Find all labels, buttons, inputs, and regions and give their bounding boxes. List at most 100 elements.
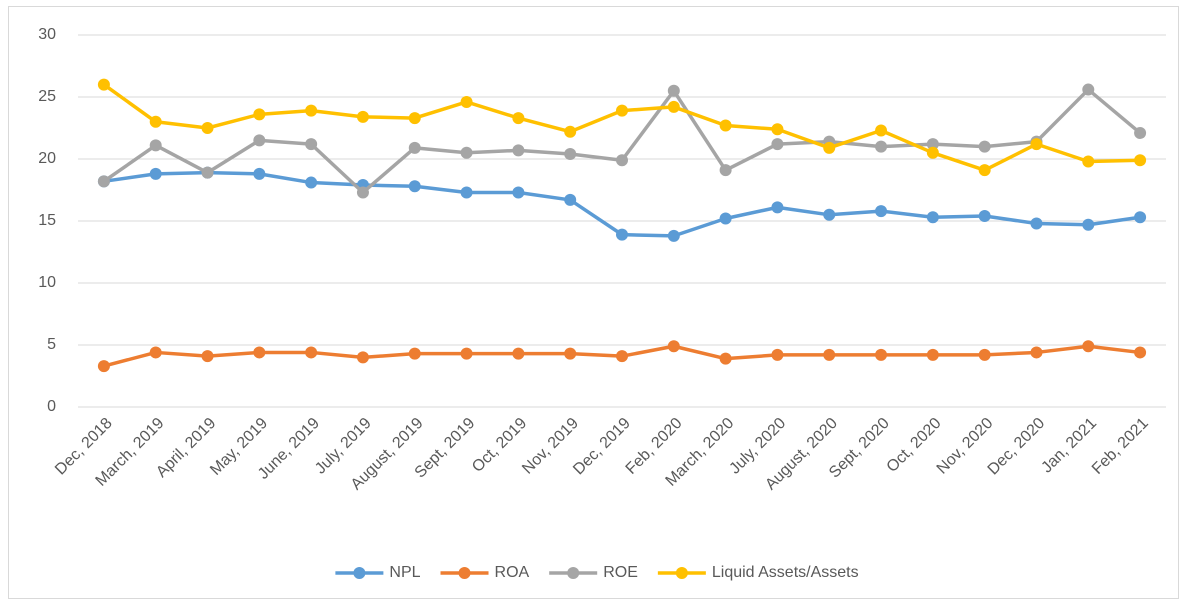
data-point	[512, 112, 525, 125]
data-point	[97, 78, 110, 91]
data-point	[201, 350, 214, 363]
data-point	[1030, 346, 1043, 359]
data-point	[719, 212, 732, 225]
series	[97, 78, 1147, 177]
data-point	[719, 164, 732, 177]
data-point	[875, 140, 888, 153]
data-point	[564, 125, 577, 138]
data-point	[926, 146, 939, 159]
data-point	[512, 347, 525, 360]
data-point	[667, 340, 680, 353]
y-tick-label: 20	[38, 150, 56, 167]
data-point	[253, 108, 266, 121]
data-point	[1082, 155, 1095, 168]
data-point	[875, 205, 888, 218]
legend-label: Liquid Assets/Assets	[712, 564, 859, 581]
y-tick-label: 10	[38, 274, 56, 291]
data-point	[1134, 126, 1147, 139]
data-point	[616, 154, 628, 167]
y-tick-label: 15	[38, 212, 56, 229]
data-point	[1082, 83, 1095, 96]
data-point	[564, 347, 577, 360]
data-point	[512, 144, 525, 157]
data-point	[460, 186, 473, 199]
legend-item: NPL	[335, 564, 421, 581]
legend-label: NPL	[389, 564, 420, 581]
y-tick-label: 25	[38, 88, 56, 105]
data-point	[771, 123, 784, 136]
data-point	[305, 346, 318, 359]
legend-item: ROE	[549, 564, 638, 581]
data-point	[564, 193, 577, 206]
data-point	[305, 176, 318, 189]
series	[97, 83, 1147, 199]
data-point	[1082, 340, 1095, 353]
data-point	[616, 228, 628, 241]
y-tick-label: 5	[47, 336, 56, 353]
data-point	[926, 211, 939, 224]
data-point	[149, 115, 162, 128]
legend-marker	[675, 567, 688, 579]
data-point	[149, 139, 162, 152]
data-point	[978, 348, 991, 361]
data-point	[253, 134, 266, 147]
legend-item: Liquid Assets/Assets	[657, 564, 859, 581]
data-point	[823, 348, 836, 361]
data-point	[408, 347, 421, 360]
legend-item: ROA	[440, 564, 530, 581]
data-point	[616, 104, 628, 117]
legend-marker	[353, 567, 366, 579]
data-point	[356, 110, 369, 123]
data-point	[1134, 211, 1147, 224]
legend-label: ROE	[603, 564, 638, 581]
data-point	[667, 84, 680, 97]
data-point	[97, 175, 110, 188]
data-point	[875, 124, 888, 137]
data-point	[512, 186, 525, 199]
data-point	[667, 100, 680, 113]
data-point	[1082, 218, 1095, 231]
data-point	[667, 229, 680, 242]
data-point	[253, 167, 266, 180]
data-point	[408, 112, 421, 125]
data-point	[253, 346, 266, 359]
data-point	[1030, 217, 1043, 230]
data-point	[1134, 346, 1147, 359]
legend-marker	[567, 567, 580, 579]
data-point	[305, 138, 318, 151]
data-point	[356, 351, 369, 364]
data-point	[408, 141, 421, 154]
data-point	[201, 122, 214, 134]
data-point	[771, 138, 784, 151]
data-point	[460, 95, 473, 108]
data-point	[926, 138, 939, 151]
data-point	[564, 148, 577, 161]
y-tick-label: 30	[38, 26, 56, 43]
data-point	[149, 346, 162, 359]
series	[97, 340, 1147, 373]
chart-border	[8, 6, 1179, 599]
data-point	[97, 360, 110, 373]
data-point	[719, 352, 732, 365]
data-point	[1030, 138, 1043, 151]
data-point	[460, 146, 473, 159]
data-point	[978, 164, 991, 177]
data-point	[771, 348, 784, 361]
data-point	[978, 210, 991, 223]
y-tick-label: 0	[47, 398, 56, 415]
data-point	[616, 350, 628, 363]
data-point	[149, 167, 162, 180]
data-point	[719, 119, 732, 132]
legend: NPL ROA ROE Liquid Assets/Assets	[335, 564, 859, 581]
data-point	[875, 348, 888, 361]
legend-label: ROA	[495, 564, 530, 581]
data-point	[408, 180, 421, 193]
data-point	[356, 186, 369, 199]
data-point	[771, 201, 784, 214]
data-point	[926, 348, 939, 361]
data-point	[460, 347, 473, 360]
data-point	[1134, 154, 1147, 167]
data-point	[201, 166, 214, 179]
data-point	[305, 104, 318, 117]
